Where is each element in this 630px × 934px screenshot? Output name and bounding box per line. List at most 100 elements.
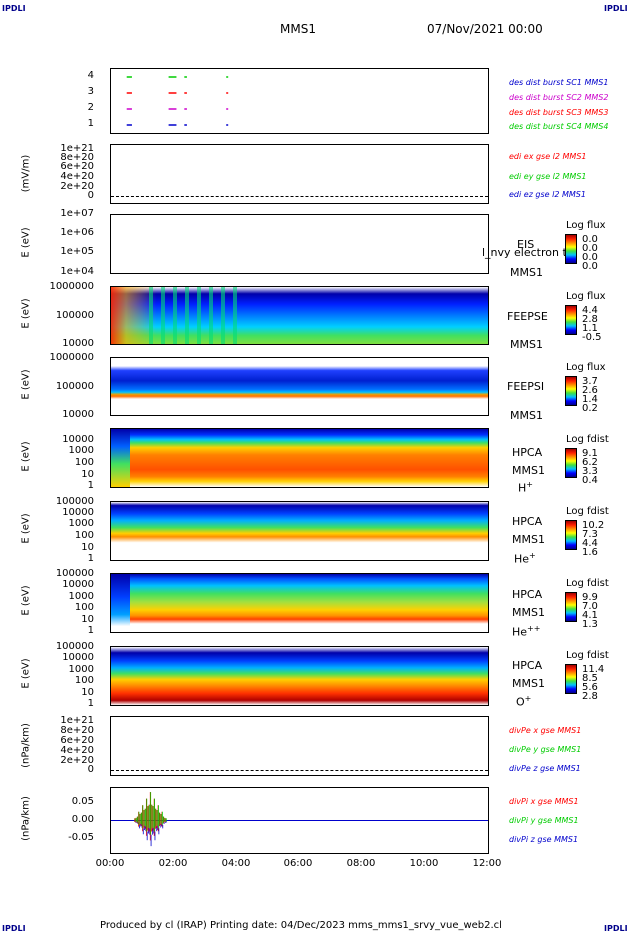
hpca-he-tick: 10 (81, 542, 94, 553)
feepsi-cb-title: Log flux (566, 362, 606, 373)
hpca-o-tick: 10000 (62, 652, 94, 663)
hpca-he-tick: 1 (87, 553, 94, 564)
eis-cb-val: 0.0 (582, 243, 598, 254)
footer-credit: Produced by cl (IRAP) Printing date: 04/… (100, 920, 502, 931)
feepsi-tick: 1000000 (49, 352, 94, 363)
edi-tick: 8e+20 (60, 152, 94, 163)
eis-tick: 1e+06 (60, 227, 94, 238)
divpe-tick: 6e+20 (60, 735, 94, 746)
eis-cb-title: Log flux (566, 220, 606, 231)
hpca-o-ion-name: O (516, 695, 525, 709)
hpca-hepp-panel (110, 573, 489, 633)
divpe-panel (110, 716, 489, 776)
divpi-tick: 0.00 (71, 814, 94, 825)
hpca-hepp-cb-val: 7.0 (582, 601, 598, 612)
hpca-o-tick: 1 (87, 698, 94, 709)
hpca-h-ion-name: H (518, 481, 527, 495)
hpca-h-spectrogram (111, 429, 488, 487)
hpca-h-tick: 10000 (62, 434, 94, 445)
hpca-he-cb-val: 1.6 (582, 547, 598, 558)
burst-tick: 1 (87, 118, 94, 129)
divpi-tick: -0.05 (68, 832, 94, 843)
feepse-side-sc: MMS1 (510, 338, 543, 351)
feepsi-side-sc: MMS1 (510, 409, 543, 422)
hpca-hepp-cb-title: Log fdist (566, 578, 609, 589)
hpca-he-ion-name: He (514, 552, 530, 566)
corner-label-tr: IPDLI (604, 4, 628, 13)
edi-legend-y: edi ey gse l2 MMS1 (509, 172, 587, 181)
divpe-legend-z: divPe z gse MMS1 (509, 764, 581, 773)
divpe-legend-y: divPe y gse MMS1 (509, 745, 582, 754)
hpca-o-colorbar (565, 664, 577, 694)
x-tick: 08:00 (346, 858, 376, 869)
hpca-h-tick: 1000 (68, 445, 94, 456)
hpca-o-side-sc: MMS1 (512, 677, 545, 690)
hpca-he-colorbar (565, 520, 577, 550)
x-tick: 04:00 (221, 858, 251, 869)
feepse-side-label: FEEPSE (507, 310, 548, 323)
edi-tick: 4e+20 (60, 171, 94, 182)
feepse-tick: 1000000 (49, 281, 94, 292)
hpca-o-cb-val: 8.5 (582, 673, 598, 684)
divpi-tick: 0.05 (71, 796, 94, 807)
hpca-hepp-tick: 100 (74, 602, 94, 613)
eis-overlay-text: l_nvy electron to (482, 246, 574, 259)
corner-label-br: IPDLI (604, 924, 628, 933)
hpca-he-ion: He+ (514, 551, 536, 566)
hpca-h-cb-val: 3.3 (582, 466, 598, 477)
divpi-legend-x: divPi x gse MMS1 (509, 797, 579, 806)
hpca-hepp-side-sc: MMS1 (512, 606, 545, 619)
burst-tick: 3 (87, 86, 94, 97)
edi-tick: 1e+21 (60, 143, 94, 154)
hpca-hepp-tick: 1000 (68, 591, 94, 602)
corner-label-bl: IPDLI (2, 924, 26, 933)
eis-tick: 1e+04 (60, 266, 94, 277)
hpca-o-cb-val: 5.6 (582, 682, 598, 693)
edi-panel (110, 144, 489, 204)
eis-side-label: EIS (517, 238, 535, 251)
hpca-h-early-gap (111, 429, 130, 487)
feepsi-colorbar (565, 376, 577, 406)
hpca-hepp-side-label: HPCA (512, 588, 543, 601)
feepse-cb-val: 1.1 (582, 323, 598, 334)
hpca-h-colorbar (565, 448, 577, 478)
hpca-hepp-ylabel: E (eV) (20, 585, 32, 616)
hpca-he-spectrogram (111, 502, 488, 560)
x-tick: 00:00 (95, 858, 125, 869)
eis-colorbar (565, 234, 577, 264)
burst-tick: 2 (87, 102, 94, 113)
x-tick: 12:00 (472, 858, 502, 869)
feepsi-cb-val: 1.4 (582, 394, 598, 405)
divpi-traces (111, 792, 488, 847)
hpca-he-cb-val: 7.3 (582, 529, 598, 540)
burst-legend-sc2: des dist burst SC2 MMS2 (509, 93, 609, 102)
divpi-legend-z: divPi z gse MMS1 (509, 835, 579, 844)
hpca-hepp-tick: 10 (81, 614, 94, 625)
feepse-cb-val: 2.8 (582, 314, 598, 325)
feepsi-spectrogram (111, 358, 488, 415)
burst-legend-sc4: des dist burst SC4 MMS4 (509, 122, 609, 131)
feepse-cb-val: -0.5 (582, 332, 602, 343)
hpca-hepp-cb-val: 9.9 (582, 592, 598, 603)
hpca-he-tick: 100 (74, 530, 94, 541)
x-tick: 06:00 (283, 858, 313, 869)
hpca-he-cb-val: 10.2 (582, 520, 605, 531)
hpca-o-side-label: HPCA (512, 659, 543, 672)
eis-panel (110, 214, 489, 274)
hpca-o-tick: 100000 (55, 641, 94, 652)
hpca-hepp-tick: 1 (87, 625, 94, 636)
divpe-tick: 1e+21 (60, 715, 94, 726)
edi-tick: 6e+20 (60, 161, 94, 172)
hpca-he-tick: 100000 (55, 496, 94, 507)
hpca-he-side-sc: MMS1 (512, 533, 545, 546)
x-tick: 02:00 (158, 858, 188, 869)
hpca-o-tick: 100 (74, 675, 94, 686)
divpi-ylabel: (nPa/km) (20, 796, 32, 841)
burst-segments (126, 76, 229, 126)
hpca-o-tick: 1000 (68, 664, 94, 675)
hpca-o-spectrogram (111, 647, 488, 705)
feepsi-cb-val: 0.2 (582, 403, 598, 414)
hpca-h-cb-val: 6.2 (582, 457, 598, 468)
burst-panel (110, 68, 489, 134)
hpca-he-panel (110, 501, 489, 561)
